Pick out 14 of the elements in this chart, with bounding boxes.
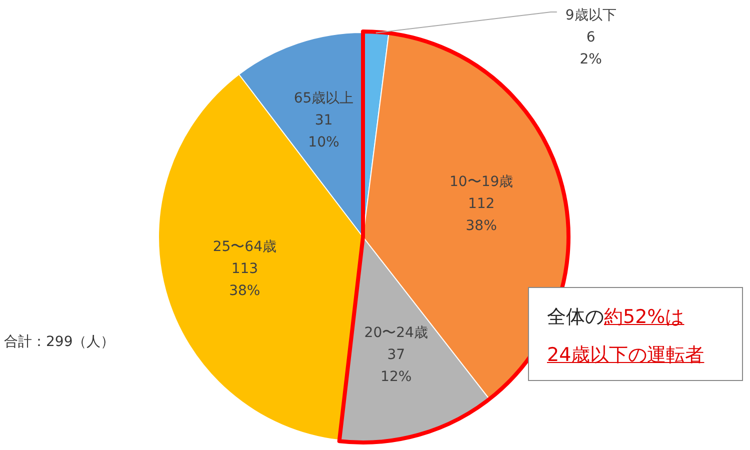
slice-label: 20〜24歳 bbox=[364, 324, 428, 341]
text: 合計：299（人） bbox=[4, 333, 115, 351]
data-label: 31 10% bbox=[308, 112, 340, 150]
slice-label: 65歳以上 bbox=[294, 90, 354, 106]
data-label: 37 12% bbox=[380, 346, 412, 385]
data-label: 113 38% bbox=[229, 261, 260, 300]
data-label: 6 2% bbox=[580, 30, 602, 68]
slice-label: 10〜19歳 bbox=[450, 174, 514, 190]
text: 約52%は bbox=[604, 306, 684, 328]
slice-label: 25〜64歳 bbox=[212, 239, 276, 256]
text: 全体の bbox=[547, 306, 604, 328]
text: 24歳以下の運転者 bbox=[547, 344, 704, 366]
data-label: 112 38% bbox=[466, 196, 497, 234]
slice-label: 9歳以下 bbox=[565, 8, 616, 24]
